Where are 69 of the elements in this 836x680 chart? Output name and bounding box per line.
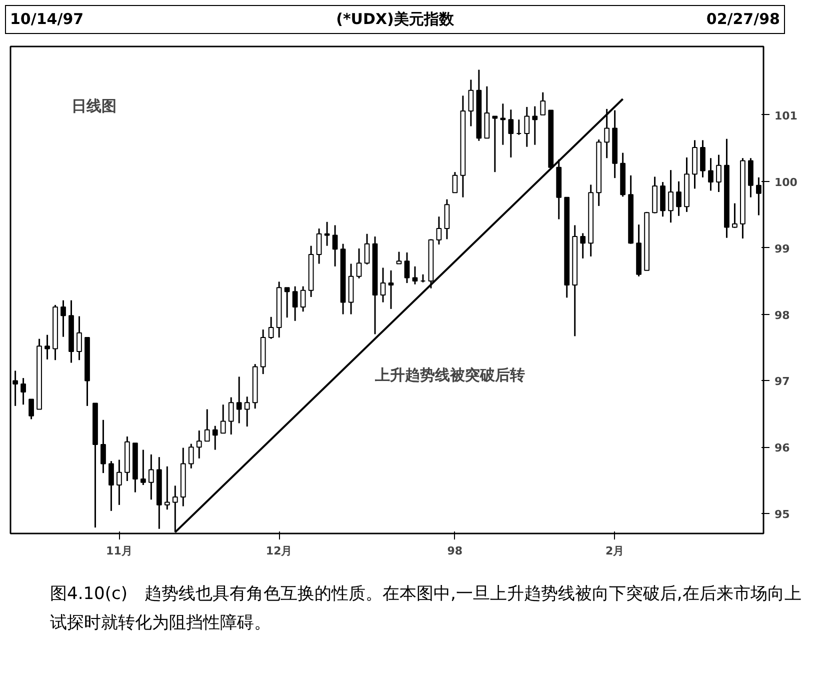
candlestick [316,228,322,265]
candlestick [100,419,106,474]
candlestick [44,334,50,360]
candlestick [212,425,218,451]
candlestick [116,459,122,506]
candlestick [708,157,714,192]
candlestick [388,270,394,310]
y-tick-label: 96 [774,442,790,455]
x-tick-label: 11月 [106,544,132,558]
candlestick [300,286,306,312]
candlestick [508,108,514,158]
candlestick [196,430,202,460]
candlestick [580,232,586,260]
candlestick [148,454,154,500]
candlestick [332,224,338,268]
y-tick-label: 98 [774,308,790,322]
text: 02/27/98 [706,9,780,30]
candlestick [140,449,146,486]
candlestick [468,78,474,127]
candlestick [164,466,170,510]
candlestick [244,396,250,428]
candlestick [284,286,290,318]
candlestick [76,315,82,361]
candlestick [452,171,458,194]
candlestick [524,106,530,148]
candlestick [700,139,706,178]
caption: 图4.10(c) 趋势线也具有角色互换的性质。在本图中,一旦上升趋势线被向下突破后,在后来市场向上试探时就转化为阻挡性障碍。 [50,583,802,635]
candlestick [108,460,114,512]
candlestick [364,233,370,266]
x-tick-label: 12月 [266,544,292,558]
y-tick-label: 100 [774,176,798,189]
candlestick [268,316,274,340]
candlestick [532,106,538,146]
candlestick [236,376,242,424]
candlestick [220,404,226,434]
x-tick-label: 2月 [605,544,624,558]
candlestick [604,108,610,159]
candlestick [500,102,506,146]
candlestick [668,169,674,224]
candlestick [756,176,762,216]
candlestick [380,266,386,304]
y-tick-label: 99 [774,242,790,256]
candlestick [540,92,546,116]
candlestick [676,180,682,217]
candlestick [444,198,450,240]
y-tick-label: 95 [774,508,790,522]
candlestick [396,251,402,265]
candlestick [188,443,194,470]
candlestick [356,248,362,280]
candlestick [404,252,410,284]
candlestick [716,154,722,193]
candlestick [732,202,738,229]
candlestick [204,408,210,442]
annotation: 日线图 [71,96,116,115]
candlestick [292,286,298,322]
candlestick [412,266,418,286]
text: 10/14/97 [10,9,84,30]
x-tick-label: 98 [447,544,463,558]
chart-title: (*UDX)美元指数 [336,9,454,30]
candlestick [12,370,18,407]
candlestick [60,300,66,338]
candlestick [492,116,498,173]
annotation: 上升趋势线被突破后转 [374,366,526,384]
candlestick [228,396,234,436]
candlestick [20,377,26,406]
candlestick [28,398,34,420]
y-tick-label: 101 [774,109,798,122]
y-tick-label: 97 [774,375,790,388]
candlestick [436,216,442,246]
